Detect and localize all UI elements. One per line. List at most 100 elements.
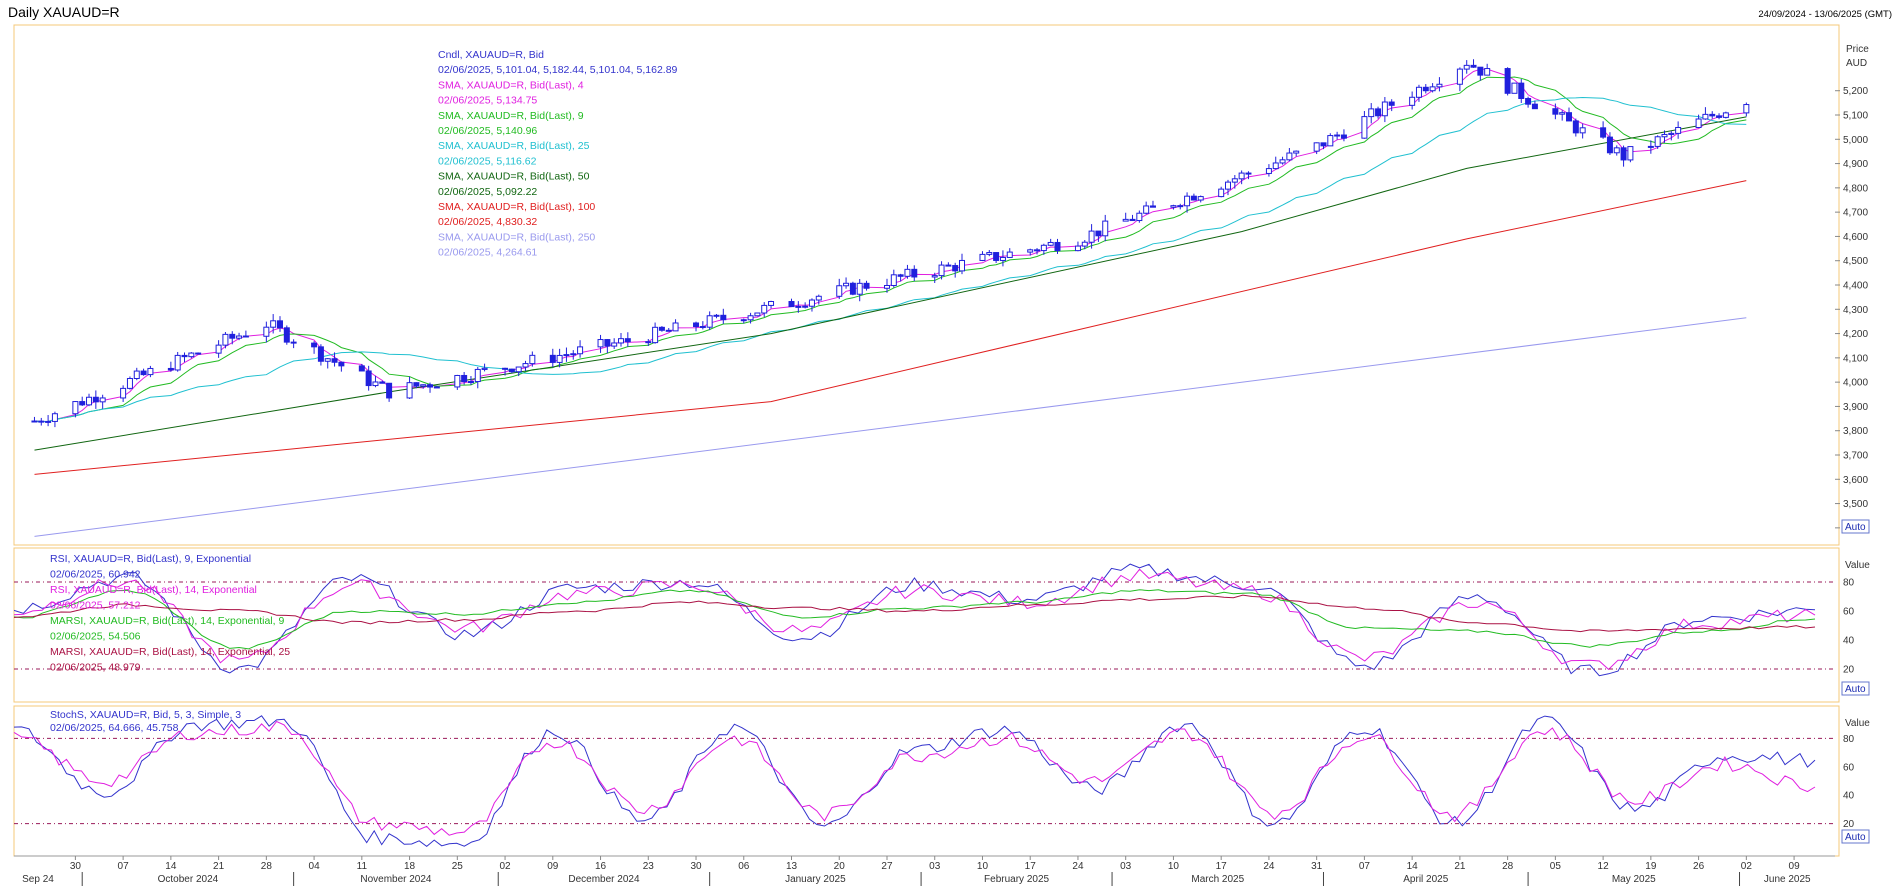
price-legend-item: 02/06/2025, 5,134.75 [438,95,537,107]
price-legend-item: SMA, XAUAUD=R, Bid(Last), 9 [438,110,584,122]
x-day-label: 03 [1120,861,1132,872]
price-axis-unit: AUD [1846,58,1867,69]
candle-down [699,326,706,329]
candle-up [618,338,624,344]
candle-up [890,274,897,286]
candle-down [1716,115,1723,118]
rsi-legend-item: 02/06/2025, 57.212 [50,600,141,612]
price-tick-label: 3,600 [1843,475,1868,486]
candle-up [1647,145,1654,148]
chart-date-range: 24/09/2024 - 13/06/2025 (GMT) [1758,9,1892,20]
candle-up [1484,68,1491,76]
x-day-label: 17 [1025,861,1037,872]
candle-up [577,346,584,355]
candle-up [986,252,993,255]
candle-up [843,282,850,287]
candle-down [1340,134,1347,139]
candle-down [1606,136,1613,154]
candle-up [795,305,802,308]
candle-up [236,335,243,339]
candle-up [883,284,890,289]
candle-up [597,339,604,348]
x-day-label: 16 [595,861,607,872]
candle-up [1313,142,1320,152]
candle-up [1579,127,1586,134]
candle-up [481,367,488,370]
candle-up [1334,134,1341,137]
candle-up [1225,181,1231,190]
candle-down [849,282,856,295]
candle-up [1136,212,1143,222]
x-day-label: 07 [1359,861,1371,872]
stoch-tick-label: 60 [1843,762,1855,773]
candle-down [181,354,188,358]
candle-up [324,358,331,362]
candle-down [1620,147,1627,161]
candle-up [1463,64,1470,70]
price-legend-item: 02/06/2025, 4,264.61 [438,247,537,259]
candle-up [1415,86,1422,98]
x-day-label: 18 [404,861,416,872]
candle-up [51,413,58,422]
candle-up [1456,68,1463,85]
candle-up [713,314,720,317]
candle-down [863,282,870,289]
candle-up [931,275,938,278]
candle-up [1081,241,1088,247]
candle-up [1722,112,1729,118]
candle-up [1381,101,1388,117]
candle-up [1040,244,1047,252]
auto-scale-label: Auto [1845,684,1866,695]
candle-down [1566,112,1573,122]
candle-up [133,370,140,379]
x-day-label: 10 [977,861,989,872]
candle-up [836,285,843,297]
candle-up [454,374,461,388]
candle-up [1613,147,1620,154]
x-day-label: 28 [261,861,273,872]
candle-up [652,326,659,344]
x-day-label: 21 [1454,861,1466,872]
stoch-panel-frame [13,705,1840,857]
candle-down [1572,120,1579,134]
candle-up [1231,178,1238,183]
candle-up [1218,188,1225,198]
candle-up [147,367,154,376]
candle-up [1668,132,1675,135]
candle-up [1074,245,1081,252]
candle-up [1327,135,1334,147]
candle-down [140,370,147,376]
price-tick-label: 5,000 [1843,135,1868,146]
candle-up [1047,241,1054,246]
price-tick-label: 4,700 [1843,208,1868,219]
candle-down [379,381,386,384]
candle-down [38,420,45,423]
x-day-label: 11 [357,861,368,872]
candle-up [808,299,815,307]
x-day-label: 02 [1741,861,1753,872]
price-tick-label: 3,700 [1843,451,1868,462]
candle-up [570,353,577,356]
candle-down [1375,108,1382,117]
stoch-axis-title: Value [1845,718,1870,729]
candle-up [1272,162,1279,170]
legend-layer: Cndl, XAUAUD=R, Bid 02/06/2025, 5,101.04,… [50,49,678,734]
candle-up [522,363,529,368]
stoch--k-line [13,715,1816,848]
candle-up [126,377,133,389]
price-legend-item: 02/06/2025, 5,140.96 [438,125,537,137]
x-day-label: 02 [499,861,511,872]
auto-scale-button [1841,681,1870,696]
x-day-label: 24 [1072,861,1084,872]
candle-up [1286,152,1293,161]
candle-down [365,370,372,387]
candle-down [720,314,727,321]
candle-up [433,386,440,389]
candle-down [549,354,556,363]
candle-up [1361,116,1368,139]
x-month-label: May 2025 [1612,874,1656,885]
candle-up [1102,220,1109,237]
auto-scale-label: Auto [1845,832,1866,843]
x-day-label: 31 [1311,861,1323,872]
